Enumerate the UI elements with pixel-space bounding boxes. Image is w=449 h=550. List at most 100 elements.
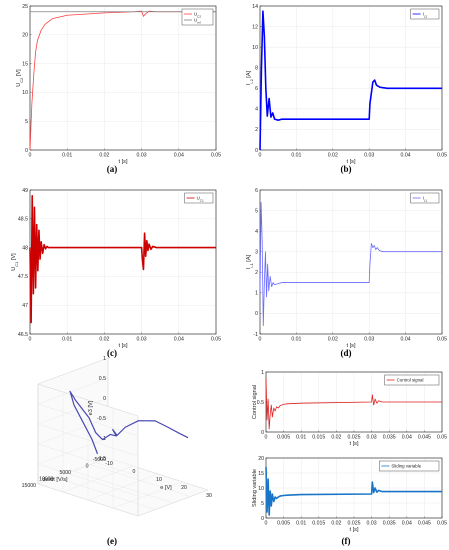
x-axis-label: t [s] bbox=[118, 159, 127, 165]
y-tick-label: 2 bbox=[255, 127, 258, 133]
z-tick-label: 1 bbox=[103, 356, 106, 362]
x-tick-label: 0.03 bbox=[137, 153, 147, 159]
y-tick-label: 0 bbox=[25, 148, 28, 154]
legend-box bbox=[379, 460, 440, 472]
x-tick-label: 0.01 bbox=[291, 337, 301, 343]
y-tick-label: 0 bbox=[255, 311, 258, 317]
x-tick-label: 0.05 bbox=[211, 337, 221, 343]
x-tick-label: 20 bbox=[181, 485, 187, 491]
y-tick-label: 49 bbox=[22, 188, 28, 194]
y-tick-label: 47 bbox=[22, 303, 28, 309]
y-tick-label: -1 bbox=[253, 332, 258, 338]
legend-box bbox=[384, 374, 440, 386]
y-tick-label: 47.5 bbox=[18, 274, 28, 280]
y-tick-label: 10000 bbox=[39, 477, 54, 483]
x-axis-label: t [s] bbox=[349, 527, 358, 533]
x-tick-label: 0.03 bbox=[367, 521, 377, 527]
y-axis-label: Sliding variable bbox=[252, 469, 258, 507]
x-tick-label: 0.03 bbox=[137, 337, 147, 343]
panel-caption: (d) bbox=[341, 348, 352, 358]
x-tick-label: 0 bbox=[265, 521, 268, 527]
y-tick-label: 4 bbox=[255, 229, 258, 235]
x-tick-label: 0.01 bbox=[62, 153, 72, 159]
z-tick-label: 0 bbox=[103, 396, 106, 402]
series-line-0 bbox=[29, 194, 216, 324]
y-tick-label: 0 bbox=[255, 148, 258, 154]
series-line-0 bbox=[265, 377, 442, 430]
y-gridline bbox=[55, 477, 156, 510]
x-tick-label: 0.02 bbox=[331, 521, 341, 527]
x-tick-label: 0 bbox=[259, 153, 262, 159]
x-tick-label: 0.05 bbox=[437, 153, 447, 159]
chart-5: 0 0.005 0.01 0.015 0.02 0.025 0.03 0.035 0.04 0.0… bbox=[252, 370, 447, 447]
x-tick-label: 0.02 bbox=[331, 435, 341, 441]
plot-area bbox=[29, 189, 217, 335]
y-gridline bbox=[90, 464, 191, 497]
x-tick-label: 0.03 bbox=[364, 337, 374, 343]
x-axis-label: t [s] bbox=[346, 343, 355, 349]
plot-area bbox=[259, 189, 443, 335]
y-axis-label: UC1 [V] bbox=[11, 253, 19, 271]
y-axis-label: Control signal bbox=[252, 385, 258, 419]
x-tick-label: 0.05 bbox=[437, 435, 447, 441]
x-tick-label: 0.03 bbox=[364, 153, 374, 159]
x-axis-label: t [s] bbox=[118, 343, 127, 349]
x-tick-label: 0.015 bbox=[312, 521, 325, 527]
x-tick-label: 0.03 bbox=[367, 435, 377, 441]
x-tick-label: 0.04 bbox=[402, 521, 412, 527]
x-tick-label: 0.01 bbox=[62, 337, 72, 343]
chart-2: 0 0.01 0.02 0.03 0.04 0.05 46.5 47 47.5 48 48.5 49 t… bbox=[11, 188, 221, 349]
plot-frame bbox=[29, 5, 217, 151]
y-tick-label: 25 bbox=[22, 4, 28, 10]
x-tick-label: 0.045 bbox=[418, 521, 431, 527]
y-tick-label: 46.5 bbox=[18, 332, 28, 338]
x-tick-label: 0.04 bbox=[174, 153, 184, 159]
x-axis-label: t [s] bbox=[349, 441, 358, 447]
x-tick-label: 0.005 bbox=[277, 521, 290, 527]
x-tick-label: 0 bbox=[265, 435, 268, 441]
legend-box bbox=[410, 192, 440, 204]
y-tick-label: 5 bbox=[255, 208, 258, 214]
panel-caption: (c) bbox=[107, 348, 117, 358]
y-tick-label: 10 bbox=[22, 90, 28, 96]
y-tick-label: 5 bbox=[25, 119, 28, 125]
y-tick-label: 6 bbox=[255, 188, 258, 194]
y-gridline bbox=[72, 470, 174, 504]
x-tick-label: 0.01 bbox=[296, 435, 306, 441]
x-tick-label: 0.02 bbox=[328, 337, 338, 343]
legend-label: UC2 bbox=[194, 12, 201, 19]
panel-caption: (f) bbox=[342, 536, 351, 546]
plot-frame bbox=[259, 5, 443, 151]
legend-label: IL2 bbox=[423, 12, 428, 19]
y-gridline bbox=[107, 457, 209, 491]
x-tick-label: 0.02 bbox=[99, 337, 109, 343]
y-axis-label: UC2 [V] bbox=[16, 69, 24, 87]
chart-1: 0 0.01 0.02 0.03 0.04 0.05 0 2 4 6 8 10 12 14 t [s] IL2… bbox=[246, 4, 447, 165]
x-tick-label: 0.01 bbox=[291, 153, 301, 159]
x-tick-label: 10 bbox=[156, 477, 162, 483]
panel-caption: (e) bbox=[107, 536, 117, 546]
z-axis-label: e3 [V] bbox=[88, 400, 94, 415]
x-tick-label: 0.05 bbox=[437, 337, 447, 343]
y-tick-label: 1 bbox=[255, 291, 258, 297]
chart-0: 0 0.01 0.02 0.03 0.04 0.05 0 5 10 15 20 25 t [s] UC2 … bbox=[16, 4, 221, 165]
y-axis-label: IL2 [A] bbox=[246, 70, 254, 85]
y-gridline bbox=[37, 483, 139, 517]
y-tick-label: 6 bbox=[255, 86, 258, 92]
panel-caption: (a) bbox=[107, 164, 118, 174]
y-tick-label: 2 bbox=[255, 270, 258, 276]
series-line-0 bbox=[259, 10, 442, 151]
y-tick-label: 0.5 bbox=[257, 400, 264, 406]
y-axis-label: de/dt [V/s] bbox=[42, 477, 68, 483]
z-tick-label: -0.5 bbox=[97, 416, 106, 422]
y-tick-label: 0 bbox=[86, 464, 89, 470]
x-tick-label: 0.02 bbox=[328, 153, 338, 159]
y-tick-label: 4 bbox=[255, 107, 258, 113]
x-tick-label: -10 bbox=[105, 461, 113, 467]
x-tick-label: 0.04 bbox=[401, 153, 411, 159]
x-tick-label: 0.04 bbox=[174, 337, 184, 343]
legend-box bbox=[184, 192, 214, 204]
x-tick-label: 0.04 bbox=[401, 337, 411, 343]
x-tick-label: 0.045 bbox=[418, 435, 431, 441]
